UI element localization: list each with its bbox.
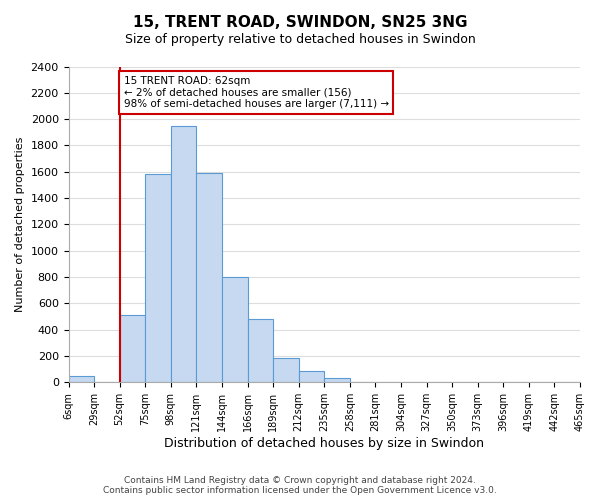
Bar [68, 376, 94, 382]
Bar [299, 370, 324, 382]
Bar [248, 319, 273, 382]
Bar [119, 315, 145, 382]
Text: 15, TRENT ROAD, SWINDON, SN25 3NG: 15, TRENT ROAD, SWINDON, SN25 3NG [133, 15, 467, 30]
Bar [145, 174, 171, 382]
Text: Contains HM Land Registry data © Crown copyright and database right 2024.
Contai: Contains HM Land Registry data © Crown c… [103, 476, 497, 495]
Bar [196, 173, 222, 382]
Bar [222, 277, 248, 382]
Bar [171, 126, 196, 382]
Y-axis label: Number of detached properties: Number of detached properties [15, 136, 25, 312]
Bar [324, 378, 350, 382]
X-axis label: Distribution of detached houses by size in Swindon: Distribution of detached houses by size … [164, 437, 484, 450]
Text: Size of property relative to detached houses in Swindon: Size of property relative to detached ho… [125, 32, 475, 46]
Text: 15 TRENT ROAD: 62sqm
← 2% of detached houses are smaller (156)
98% of semi-detac: 15 TRENT ROAD: 62sqm ← 2% of detached ho… [124, 76, 389, 109]
Bar [273, 358, 299, 382]
